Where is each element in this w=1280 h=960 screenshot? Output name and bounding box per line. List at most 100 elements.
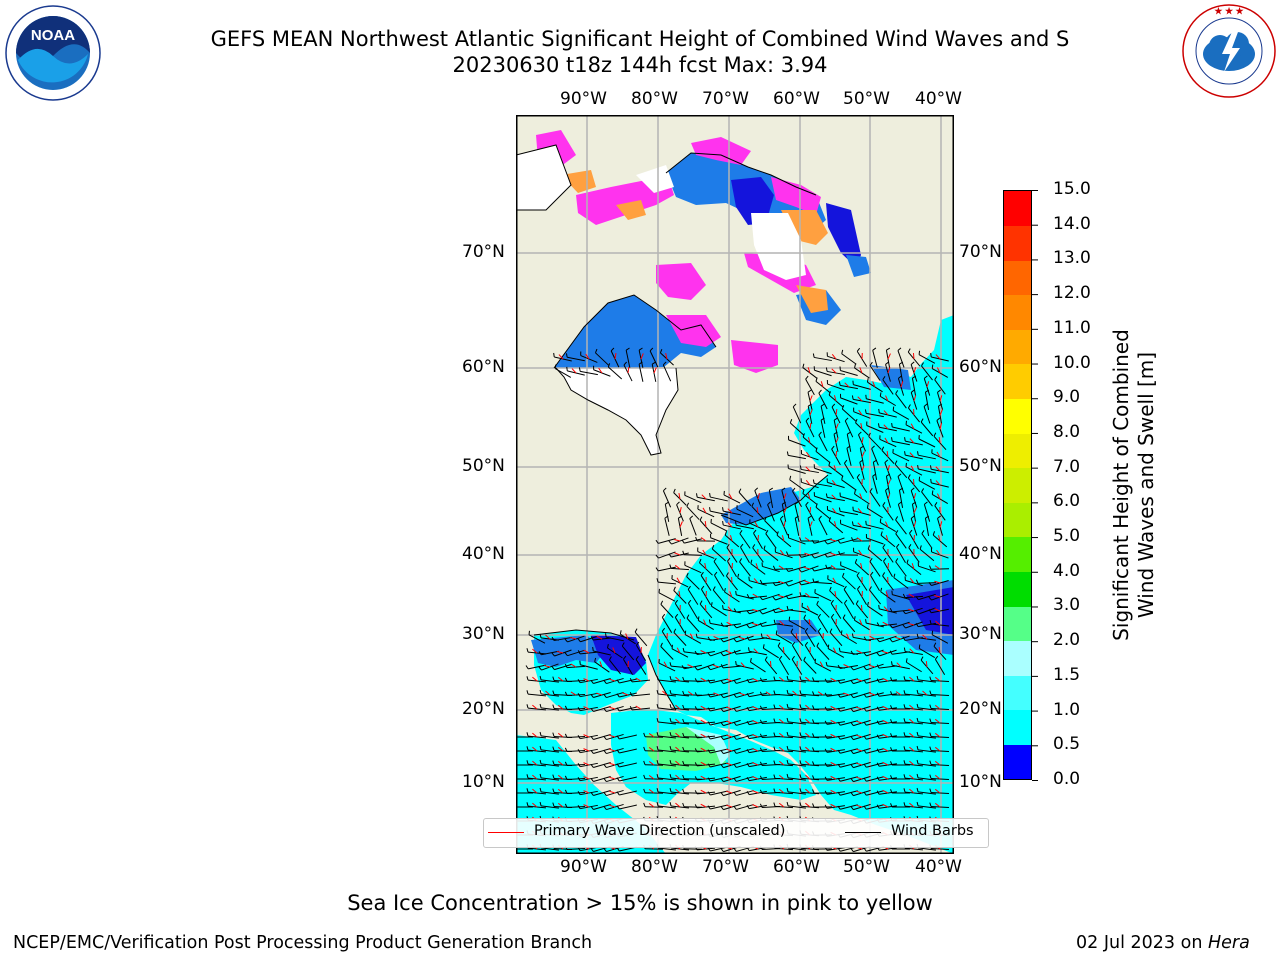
wave-direction-arrow bbox=[934, 580, 941, 584]
wave-direction-arrow bbox=[805, 466, 811, 472]
wind-barb bbox=[879, 635, 897, 643]
wind-barb-flag bbox=[898, 501, 902, 505]
wind-barb bbox=[918, 777, 936, 781]
wave-direction-arrow bbox=[792, 690, 798, 696]
wind-barb-flag bbox=[895, 558, 899, 563]
wind-barb-flag bbox=[682, 802, 685, 807]
wind-barb-flag bbox=[830, 599, 834, 604]
wind-barb-flag bbox=[772, 565, 776, 570]
wind-barb-flag bbox=[881, 446, 885, 451]
wind-barb-flag bbox=[722, 605, 724, 610]
colorbar-cell bbox=[1004, 640, 1031, 676]
wind-barb-flag bbox=[825, 661, 828, 666]
wind-barb-flag bbox=[603, 750, 607, 754]
wave-direction-arrow bbox=[757, 493, 760, 500]
wind-barb-flag bbox=[876, 706, 880, 711]
wind-barb bbox=[866, 776, 884, 782]
wave-direction-arrow bbox=[675, 774, 681, 780]
wind-barb bbox=[684, 564, 702, 574]
wind-barb bbox=[593, 734, 611, 740]
wind-barb-flag bbox=[863, 693, 867, 698]
wind-barb bbox=[619, 790, 637, 796]
wind-barb-flag bbox=[682, 746, 685, 751]
wind-barb-flag bbox=[694, 776, 698, 781]
wind-barb-flag bbox=[815, 503, 818, 508]
wind-barb-flag bbox=[902, 593, 906, 598]
wind-barb-flag bbox=[682, 550, 685, 555]
wind-barb bbox=[762, 593, 780, 601]
wind-barb bbox=[818, 392, 828, 410]
wave-direction-arrow bbox=[781, 535, 785, 542]
wind-barb-flag bbox=[837, 539, 841, 544]
wind-barb-flag bbox=[707, 636, 711, 641]
wave-direction-arrow bbox=[614, 352, 617, 360]
wind-barb-flag bbox=[746, 610, 750, 615]
wave-direction-arrow bbox=[752, 804, 759, 808]
wind-barb-flag bbox=[552, 746, 555, 751]
wind-barb-flag bbox=[890, 719, 893, 724]
wind-barb-flag bbox=[694, 678, 698, 683]
wind-barb-flag bbox=[735, 590, 737, 595]
wind-barb-flag bbox=[759, 789, 763, 794]
wind-barb-flag bbox=[669, 732, 672, 737]
wind-barb-flag bbox=[812, 733, 815, 738]
wave-direction-arrow bbox=[726, 706, 733, 710]
wind-barb-flag bbox=[854, 489, 856, 495]
wind-barb-flag bbox=[669, 774, 672, 779]
wind-barb bbox=[895, 561, 907, 577]
wind-barb bbox=[658, 777, 676, 781]
wind-barb-flag bbox=[750, 658, 752, 663]
wave-direction-arrow bbox=[830, 775, 837, 780]
wind-barb-flag bbox=[879, 518, 882, 523]
wave-direction-arrow bbox=[665, 353, 668, 360]
wind-barb bbox=[658, 721, 676, 725]
wind-barb bbox=[921, 365, 933, 381]
wind-barb bbox=[566, 679, 586, 683]
wind-barb-flag bbox=[655, 567, 659, 572]
wind-barb-flag bbox=[655, 539, 659, 544]
wave-direction-arrow bbox=[726, 748, 733, 752]
wave-direction-arrow bbox=[583, 776, 590, 780]
wave-direction-arrow bbox=[909, 438, 915, 444]
wind-barb-flag bbox=[682, 788, 685, 793]
colorbar-cell bbox=[1004, 675, 1031, 711]
wind-barb-flag bbox=[753, 529, 757, 534]
wave-direction-arrow bbox=[900, 381, 904, 388]
wind-barb bbox=[840, 369, 858, 377]
wind-barb-flag bbox=[837, 763, 841, 768]
colorbar-cell bbox=[1004, 709, 1031, 745]
wave-direction-arrow bbox=[935, 354, 941, 360]
wind-barb-flag bbox=[551, 666, 555, 670]
wave-direction-arrow bbox=[804, 537, 811, 542]
wind-barb-flag bbox=[829, 586, 832, 591]
wind-barb-flag bbox=[577, 791, 581, 795]
wind-barb-flag bbox=[850, 680, 854, 684]
wave-direction-arrow bbox=[678, 493, 681, 500]
wind-barb-flag bbox=[759, 677, 763, 682]
wind-barb bbox=[923, 406, 931, 424]
wave-direction-arrow bbox=[909, 732, 915, 738]
wind-barb-flag bbox=[739, 558, 743, 563]
wind-barb bbox=[866, 748, 884, 754]
wind-barb bbox=[763, 647, 779, 659]
wave-direction-arrow bbox=[674, 564, 681, 570]
wind-barb-flag bbox=[847, 431, 851, 435]
wind-barb bbox=[866, 412, 884, 418]
wind-barb-flag bbox=[932, 531, 936, 536]
wind-barb bbox=[846, 434, 852, 452]
wave-direction-arrow bbox=[726, 621, 733, 626]
wind-barb-flag bbox=[910, 515, 915, 519]
wind-barb-flag bbox=[707, 805, 711, 810]
colorbar-tick-label: 1.0 bbox=[1053, 699, 1081, 720]
wind-barb-flag bbox=[824, 553, 828, 558]
wave-direction-arrow bbox=[809, 409, 813, 416]
wave-direction-arrow bbox=[778, 788, 785, 794]
wind-barb bbox=[872, 350, 878, 368]
wind-barb-flag bbox=[773, 788, 776, 793]
wind-barb-flag bbox=[824, 748, 828, 753]
wind-barb-flag bbox=[707, 679, 711, 684]
wind-barb-flag bbox=[916, 717, 919, 723]
wind-barb-flag bbox=[682, 690, 685, 695]
wind-barb bbox=[788, 721, 806, 725]
wind-barb bbox=[866, 804, 884, 810]
